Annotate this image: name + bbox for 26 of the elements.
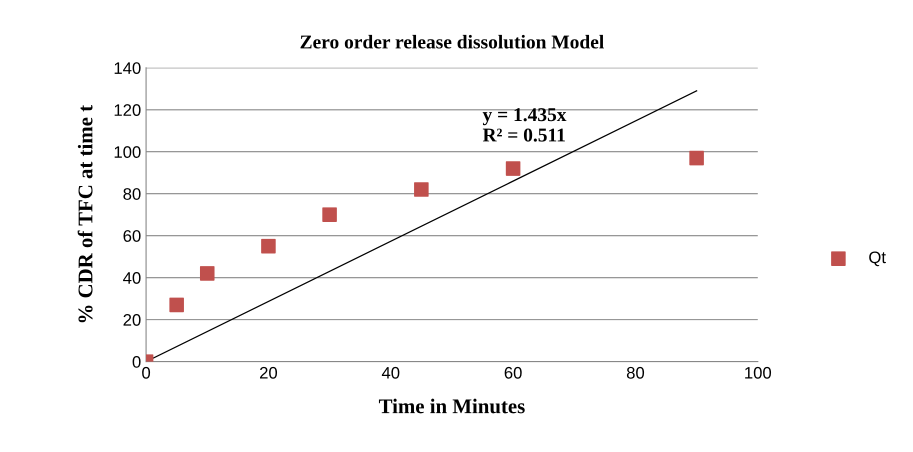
y-tick-label: 0 bbox=[132, 356, 141, 368]
x-tick-label: 80 bbox=[626, 366, 644, 379]
y-tick-label: 100 bbox=[114, 146, 141, 158]
y-tick-label: 40 bbox=[123, 272, 141, 284]
x-tick-label: 60 bbox=[504, 366, 522, 379]
y-axis-title: % CDR of TFC at time t bbox=[78, 105, 93, 322]
point bbox=[506, 161, 520, 176]
point bbox=[200, 266, 215, 281]
y-tick-label: 60 bbox=[124, 230, 141, 242]
x-tick-label: 20 bbox=[260, 366, 278, 379]
y-tick-label: 20 bbox=[124, 314, 141, 326]
x-tick-label: 40 bbox=[382, 366, 400, 379]
y-tick-label: 80 bbox=[123, 188, 141, 200]
point bbox=[322, 207, 337, 222]
point bbox=[689, 150, 704, 166]
chart-title: Zero order release dissolution Model bbox=[300, 34, 604, 49]
point bbox=[169, 298, 184, 312]
x-axis-title: Time in Minutes bbox=[378, 398, 525, 414]
point bbox=[414, 182, 429, 197]
x-tick-label: 100 bbox=[745, 366, 772, 379]
y-tick-label: 120 bbox=[114, 104, 141, 116]
point bbox=[261, 238, 276, 254]
x-tick-label: 0 bbox=[142, 366, 150, 379]
y-tick-label: 140 bbox=[114, 62, 141, 74]
annotation: y = 1.435x R² = 0.511 bbox=[482, 108, 566, 142]
legend-label: Qt bbox=[869, 251, 886, 266]
